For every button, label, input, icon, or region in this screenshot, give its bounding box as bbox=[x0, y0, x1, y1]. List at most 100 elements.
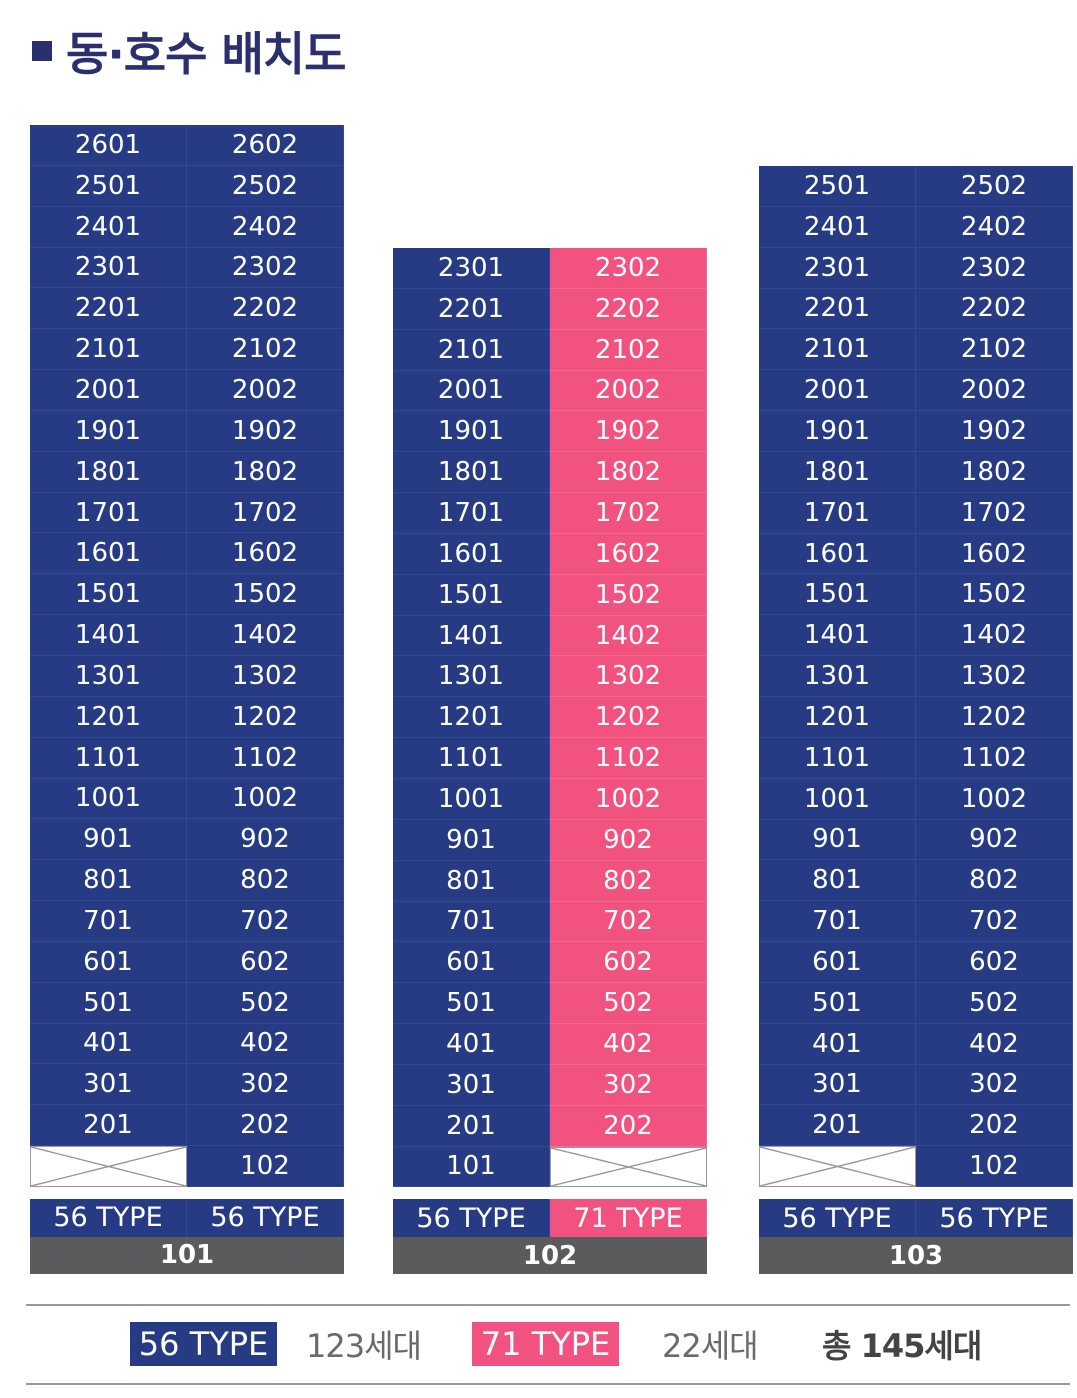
unit-cell: 1601 bbox=[393, 533, 550, 575]
unit-cell: 2202 bbox=[916, 288, 1073, 330]
unit-cell: 201 bbox=[30, 1105, 187, 1147]
unit-cell: 801 bbox=[759, 860, 916, 902]
unit-cell: 302 bbox=[916, 1064, 1073, 1106]
unit-cell: 2302 bbox=[550, 248, 707, 289]
unit-cell: 1801 bbox=[30, 451, 187, 493]
unit-cell: 1101 bbox=[759, 737, 916, 779]
unit-cell: 1102 bbox=[187, 737, 344, 779]
unit-cell: 1602 bbox=[916, 533, 1073, 575]
unit-cell: 701 bbox=[759, 901, 916, 943]
type-cell: 71 TYPE bbox=[550, 1199, 707, 1238]
unit-cell: 2102 bbox=[916, 329, 1073, 371]
unit-cell: 1602 bbox=[187, 533, 344, 575]
unit-cell: 2101 bbox=[30, 329, 187, 371]
legend-56-count: 123세대 bbox=[306, 1327, 422, 1365]
unit-cell: 701 bbox=[393, 901, 550, 943]
unit-cell: 1601 bbox=[759, 533, 916, 575]
unit-cell: 1801 bbox=[393, 452, 550, 494]
unit-cell: 802 bbox=[550, 860, 707, 902]
building-102: 2301 2302 2201 2202 2101 2102 2001 2002 1901 1902… bbox=[393, 248, 707, 1275]
unit-cell: 2401 bbox=[759, 206, 916, 248]
unit-cell: 901 bbox=[30, 819, 187, 861]
unit-cell: 1902 bbox=[550, 411, 707, 453]
unit-cell: 1301 bbox=[759, 656, 916, 697]
unit-cell: 201 bbox=[393, 1105, 550, 1147]
unit-cell: 2102 bbox=[187, 329, 344, 371]
unit-cell: 1501 bbox=[30, 574, 187, 616]
unit-cell: 1301 bbox=[393, 656, 550, 698]
unit-cell: 1901 bbox=[759, 411, 916, 452]
unit-grid: 2501 2502 2401 2402 2301 2302 2201 2202 2101 2102… bbox=[759, 166, 1073, 1188]
unit-cell: 1901 bbox=[30, 410, 187, 452]
unit-cell: 101 bbox=[393, 1146, 550, 1188]
unit-cell: 2101 bbox=[759, 329, 916, 371]
unit-cell: 301 bbox=[393, 1064, 550, 1106]
unit-cell: 1701 bbox=[393, 493, 550, 534]
type-cell: 56 TYPE bbox=[30, 1198, 187, 1237]
unit-cell: 2201 bbox=[393, 288, 550, 330]
unit-cell: 1702 bbox=[550, 493, 707, 534]
unit-cell: 1002 bbox=[550, 778, 707, 820]
unit-cell: 202 bbox=[187, 1105, 344, 1147]
unit-cell: 1402 bbox=[187, 615, 344, 656]
unit-cell: 602 bbox=[550, 942, 707, 984]
unit-cell: 1101 bbox=[30, 737, 187, 779]
unit-cell: 1702 bbox=[916, 492, 1073, 534]
legend-71-badge: 71 TYPE bbox=[472, 1322, 619, 1366]
unit-cell: 1902 bbox=[187, 410, 344, 452]
unit-cell: 202 bbox=[550, 1105, 707, 1147]
unit-cell: 902 bbox=[187, 819, 344, 861]
unit-cell: 1302 bbox=[550, 656, 707, 698]
unit-cell: 501 bbox=[393, 983, 550, 1025]
unit-cell: 902 bbox=[550, 819, 707, 861]
unit-cell: 102 bbox=[916, 1146, 1073, 1188]
unit-cell: 2002 bbox=[187, 370, 344, 411]
unit-cell: 302 bbox=[550, 1064, 707, 1106]
unit-cell: 1601 bbox=[30, 533, 187, 575]
unit-cell: 1802 bbox=[187, 451, 344, 493]
unit-cell: 702 bbox=[187, 901, 344, 942]
unit-cell: 1801 bbox=[759, 451, 916, 493]
unit-cell: 1201 bbox=[393, 697, 550, 739]
unit-cell: 2501 bbox=[30, 165, 187, 207]
building-label: 101 bbox=[30, 1236, 344, 1274]
unit-cell: 802 bbox=[187, 860, 344, 902]
unit-cell: 302 bbox=[187, 1064, 344, 1106]
divider-top bbox=[26, 1304, 1070, 1306]
legend: 56 TYPE 123세대 71 TYPE 22세대 총 145세대 bbox=[0, 1322, 1077, 1366]
unit-cell: 2402 bbox=[187, 206, 344, 248]
unit-cell: 1401 bbox=[30, 615, 187, 656]
unit-cell: 601 bbox=[30, 941, 187, 983]
unit-cell: 501 bbox=[30, 982, 187, 1024]
unit-cell: 2502 bbox=[187, 165, 344, 207]
unit-grid: 2301 2302 2201 2202 2101 2102 2001 2002 1901 1902… bbox=[393, 248, 707, 1188]
unit-cell: 1101 bbox=[393, 738, 550, 779]
unit-cell: 2202 bbox=[550, 288, 707, 330]
unit-cell: 402 bbox=[187, 1023, 344, 1065]
unit-cell: 1202 bbox=[187, 696, 344, 738]
type-cell: 56 TYPE bbox=[916, 1199, 1073, 1238]
unit-cell: 301 bbox=[759, 1064, 916, 1106]
unit-cell: 401 bbox=[393, 1024, 550, 1065]
unit-cell: 1202 bbox=[550, 697, 707, 739]
unit-cell: 2401 bbox=[30, 206, 187, 248]
unit-cell: 1301 bbox=[30, 655, 187, 697]
unit-cell: 602 bbox=[187, 941, 344, 983]
unit-cell: 2302 bbox=[187, 247, 344, 289]
unit-cell: 1701 bbox=[759, 492, 916, 534]
unit-cell: 901 bbox=[393, 819, 550, 861]
unit-cell: 601 bbox=[393, 942, 550, 984]
divider-bottom bbox=[26, 1383, 1070, 1385]
unit-cell: 2202 bbox=[187, 288, 344, 330]
unit-cell: 1501 bbox=[393, 574, 550, 616]
unit-cell: 1002 bbox=[187, 778, 344, 820]
building-label: 103 bbox=[759, 1237, 1073, 1275]
unit-cell: 1501 bbox=[759, 574, 916, 616]
empty-unit-cell bbox=[759, 1146, 916, 1188]
page-title: 동·호수 배치도 bbox=[32, 18, 346, 84]
type-cell: 56 TYPE bbox=[393, 1199, 550, 1238]
unit-cell: 1102 bbox=[916, 737, 1073, 779]
building-103: 2501 2502 2401 2402 2301 2302 2201 2202 2101 2102… bbox=[759, 166, 1073, 1275]
empty-unit-cell bbox=[550, 1146, 707, 1188]
unit-cell: 1201 bbox=[759, 696, 916, 738]
